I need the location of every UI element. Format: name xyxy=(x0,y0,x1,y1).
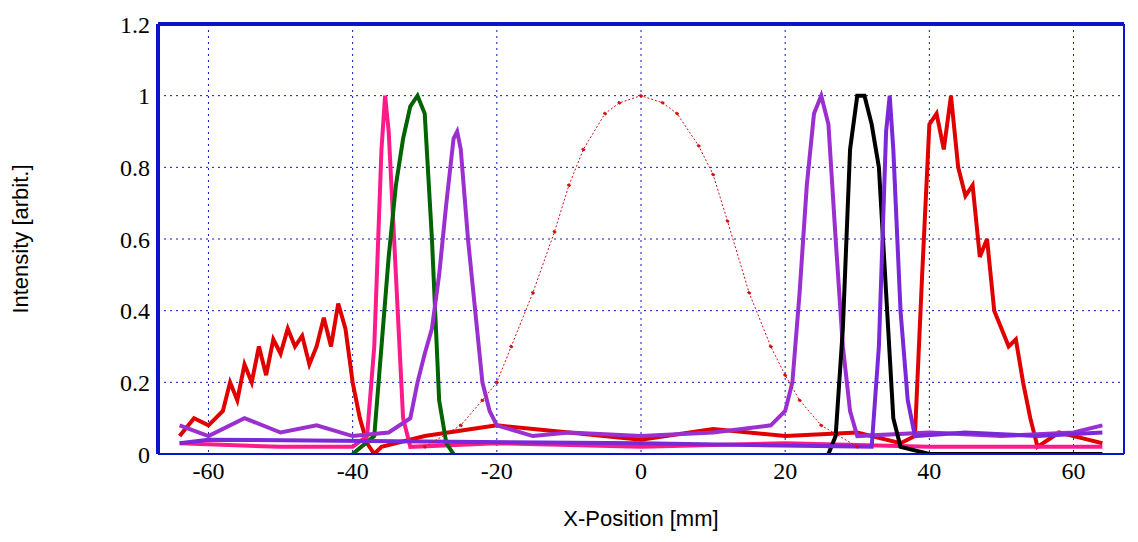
svg-text:0.2: 0.2 xyxy=(120,370,150,396)
svg-text:X-Position [mm]: X-Position [mm] xyxy=(563,506,718,531)
svg-text:1: 1 xyxy=(138,83,150,109)
svg-text:-20: -20 xyxy=(481,458,513,484)
svg-text:0.8: 0.8 xyxy=(120,155,150,181)
svg-text:20: 20 xyxy=(773,458,797,484)
svg-text:-40: -40 xyxy=(337,458,369,484)
svg-text:0.6: 0.6 xyxy=(120,227,150,253)
svg-text:1.2: 1.2 xyxy=(120,12,150,38)
svg-text:-60: -60 xyxy=(192,458,224,484)
svg-text:Intensity [arbit.]: Intensity [arbit.] xyxy=(8,164,33,313)
svg-text:0.4: 0.4 xyxy=(120,298,150,324)
svg-text:60: 60 xyxy=(1062,458,1086,484)
svg-text:40: 40 xyxy=(917,458,941,484)
svg-text:0: 0 xyxy=(138,442,150,468)
svg-text:0: 0 xyxy=(635,458,647,484)
